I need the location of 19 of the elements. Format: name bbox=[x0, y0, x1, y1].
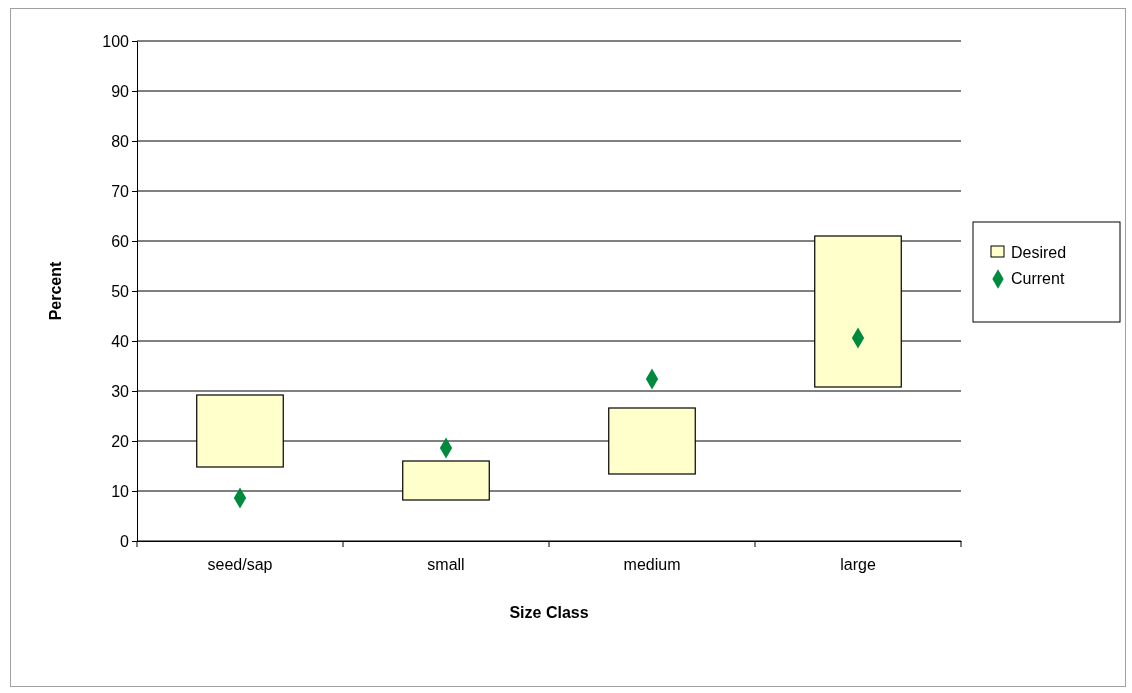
y-tick-label: 80 bbox=[111, 132, 130, 150]
x-tick-label: small bbox=[427, 555, 465, 573]
legend-label: Desired bbox=[1011, 244, 1067, 261]
y-tick-label: 30 bbox=[111, 382, 130, 400]
y-axis-title: Percent bbox=[47, 260, 64, 321]
x-tick-label: medium bbox=[623, 555, 681, 573]
y-tick-label: 100 bbox=[102, 32, 130, 50]
y-tick-label: 90 bbox=[111, 82, 130, 100]
x-tick-label: seed/sap bbox=[207, 555, 273, 573]
y-tick-label: 0 bbox=[120, 532, 130, 550]
y-tick-label: 50 bbox=[111, 282, 130, 300]
x-axis-title: Size Class bbox=[509, 604, 589, 621]
y-tick-label: 10 bbox=[111, 482, 130, 500]
y-tick-label: 20 bbox=[111, 432, 130, 450]
y-tick-label: 70 bbox=[111, 182, 130, 200]
y-tick-label: 40 bbox=[111, 332, 130, 350]
y-tick-label: 60 bbox=[111, 232, 130, 250]
legend-label: Current bbox=[1011, 270, 1065, 287]
x-tick-label: large bbox=[840, 555, 876, 573]
